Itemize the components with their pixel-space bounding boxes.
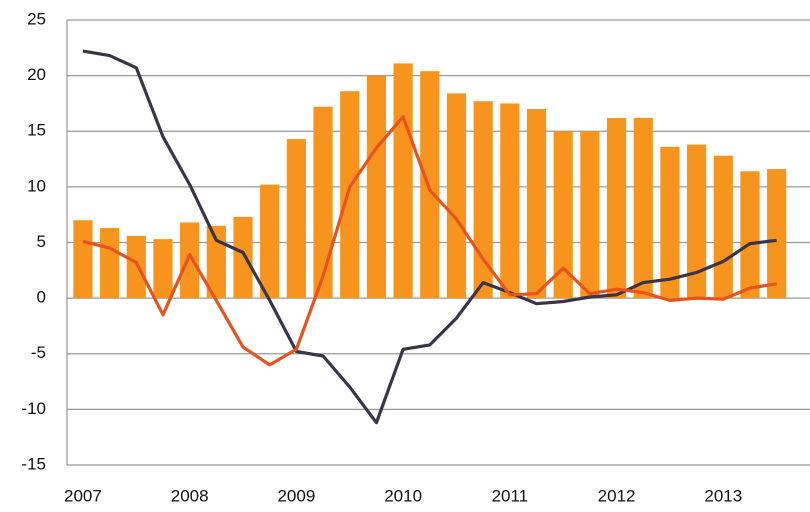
bar xyxy=(500,103,520,299)
bar xyxy=(420,71,440,299)
bar xyxy=(340,91,360,299)
bar xyxy=(660,146,680,299)
bar xyxy=(446,93,467,299)
bar xyxy=(233,216,253,299)
y-tick-label: -5 xyxy=(31,343,46,362)
y-tick-label: 10 xyxy=(27,176,46,195)
x-tick-label: 2009 xyxy=(277,486,315,505)
bar xyxy=(153,239,173,299)
bar xyxy=(526,109,547,299)
bar xyxy=(473,101,493,299)
bar xyxy=(100,228,120,299)
bar xyxy=(580,131,600,299)
y-tick-label: -10 xyxy=(21,399,46,418)
bar xyxy=(126,235,146,299)
bar xyxy=(286,139,306,299)
bar xyxy=(633,117,653,299)
bar xyxy=(740,171,760,299)
bar xyxy=(713,155,733,299)
bar xyxy=(606,117,627,299)
x-tick-label: 2012 xyxy=(598,486,636,505)
line xyxy=(82,115,777,367)
bar xyxy=(73,220,93,299)
line xyxy=(82,49,777,425)
x-tick-label: 2007 xyxy=(64,486,102,505)
y-tick-label: -15 xyxy=(21,454,46,473)
bar xyxy=(767,169,787,299)
y-tick-label: 15 xyxy=(27,121,46,140)
x-tick-label: 2010 xyxy=(384,486,422,505)
bar xyxy=(687,144,707,299)
bar xyxy=(393,63,413,299)
bar xyxy=(180,222,200,299)
x-tick-label: 2011 xyxy=(492,486,529,505)
y-tick-label: 5 xyxy=(37,232,46,251)
bar xyxy=(260,184,280,299)
x-tick-label: 2008 xyxy=(171,486,209,505)
y-tick-label: 20 xyxy=(27,65,46,84)
bar xyxy=(366,75,387,299)
y-tick-label: 0 xyxy=(37,288,46,307)
bar xyxy=(553,131,573,299)
bar xyxy=(313,106,333,299)
y-tick-label: 25 xyxy=(27,9,46,28)
x-tick-label: 2013 xyxy=(704,486,742,505)
